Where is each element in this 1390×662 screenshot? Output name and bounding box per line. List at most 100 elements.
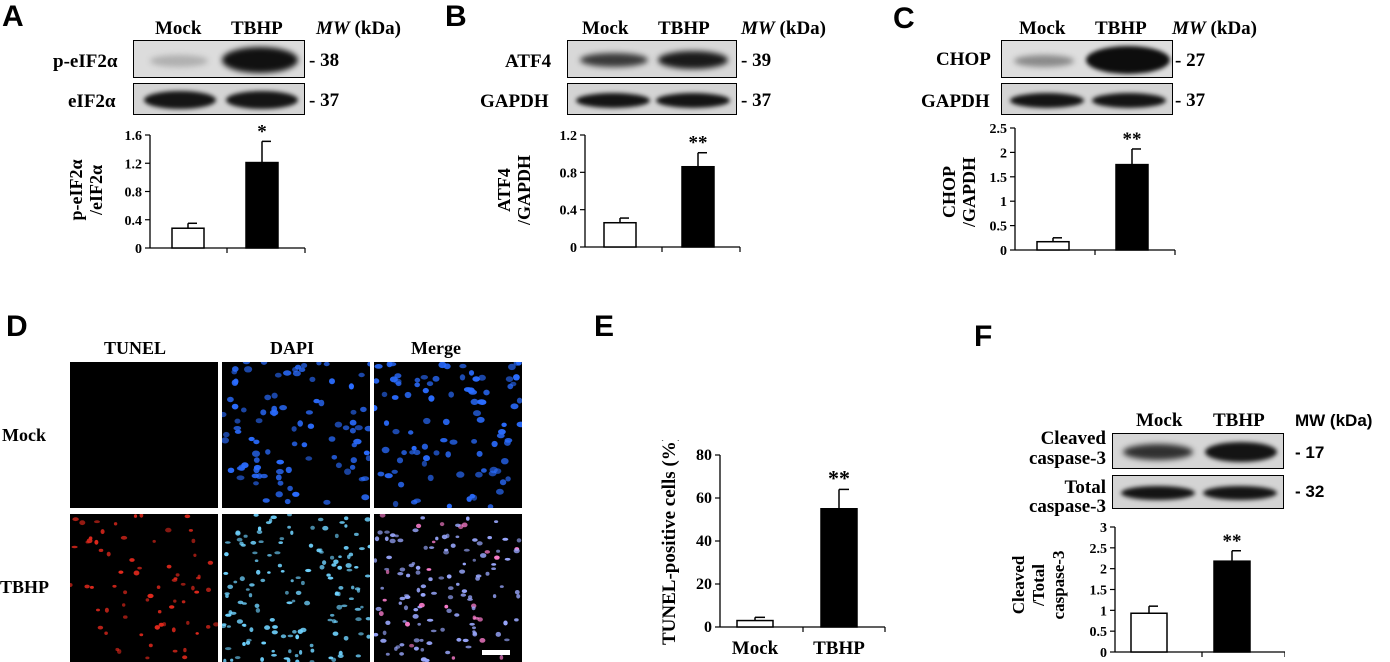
cell-nucleus	[468, 595, 473, 599]
cell-nucleus	[258, 540, 264, 543]
cell-nucleus	[255, 608, 261, 613]
cell-nucleus	[112, 584, 117, 588]
cell-nucleus	[233, 580, 238, 584]
cell-nucleus	[466, 516, 470, 521]
cell-nucleus	[322, 525, 329, 531]
cell-nucleus	[251, 473, 259, 479]
cell-nucleus	[459, 363, 467, 369]
cell-nucleus	[223, 658, 227, 662]
cell-nucleus	[494, 520, 499, 523]
y-tick-label: 0	[704, 619, 712, 636]
cell-nucleus	[270, 515, 277, 520]
cell-nucleus	[261, 641, 267, 645]
y-tick-label: 2	[1100, 563, 1107, 578]
cell-nucleus	[411, 445, 417, 451]
cell-nucleus	[79, 520, 86, 526]
cell-nucleus	[508, 363, 516, 371]
y-tick-label: 60	[696, 490, 712, 507]
cell-nucleus	[271, 649, 275, 653]
cell-nucleus	[195, 632, 199, 635]
significance-marker: **	[1223, 531, 1242, 552]
cell-nucleus	[173, 577, 178, 580]
cell-nucleus	[188, 529, 193, 532]
cell-nucleus	[487, 504, 494, 508]
cell-nucleus	[272, 625, 278, 629]
y-tick-label: 0.8	[125, 186, 143, 201]
cell-nucleus	[448, 391, 454, 398]
cell-nucleus	[246, 638, 252, 642]
cell-nucleus	[260, 657, 264, 662]
cell-nucleus	[222, 623, 227, 626]
cell-nucleus	[510, 381, 517, 387]
cell-nucleus	[233, 378, 239, 385]
cell-nucleus	[491, 440, 498, 448]
cell-nucleus	[295, 576, 301, 579]
blot-label-cleaved-caspase-3-line2: caspase-3	[1028, 448, 1106, 469]
cell-nucleus	[236, 619, 243, 624]
cell-nucleus	[351, 442, 357, 448]
cell-nucleus	[363, 450, 370, 456]
cell-nucleus	[392, 500, 399, 508]
cell-nucleus	[364, 574, 370, 578]
cell-nucleus	[237, 600, 244, 605]
cell-nucleus	[181, 600, 186, 604]
cell-nucleus	[354, 532, 359, 536]
cell-nucleus	[408, 563, 415, 568]
cell-nucleus	[271, 630, 278, 635]
cell-nucleus	[118, 570, 124, 574]
y-tick-label: 0.8	[560, 166, 578, 181]
mw-title: MW (kDa)	[316, 18, 401, 39]
cell-nucleus	[494, 555, 500, 560]
bar-tbhp	[245, 161, 279, 249]
cell-nucleus	[206, 587, 211, 592]
bar-mock	[171, 227, 205, 249]
cell-nucleus	[257, 526, 262, 531]
cell-nucleus	[401, 450, 407, 456]
cell-nucleus	[365, 617, 370, 621]
cell-nucleus	[472, 630, 476, 633]
mw-marker: - 39	[741, 50, 772, 71]
cell-nucleus	[253, 481, 259, 486]
cell-nucleus	[391, 395, 399, 400]
cell-nucleus	[316, 362, 322, 366]
cell-nucleus	[429, 546, 435, 549]
cell-nucleus	[343, 636, 349, 641]
cell-nucleus	[483, 389, 490, 396]
cell-nucleus	[113, 522, 118, 526]
cell-nucleus	[377, 530, 383, 535]
cell-nucleus	[122, 603, 126, 607]
y-tick-label: 1.5	[990, 171, 1008, 186]
cell-nucleus	[450, 543, 456, 548]
cell-nucleus	[456, 637, 462, 642]
cell-nucleus	[269, 409, 279, 416]
cell-nucleus	[224, 552, 229, 557]
cell-nucleus	[438, 362, 447, 369]
cell-nucleus	[137, 566, 142, 570]
panel-label-a: A	[2, 0, 24, 33]
cell-nucleus	[405, 621, 410, 627]
cell-nucleus	[70, 583, 73, 587]
cell-nucleus	[173, 599, 177, 603]
bar-chart-f: Cleaved /Total caspase-3 0 0.5 1 1.5 2 2.5 3 **	[1009, 521, 1285, 661]
cell-nucleus	[410, 499, 418, 505]
cell-nucleus	[391, 469, 398, 474]
cell-nucleus	[242, 362, 250, 365]
cell-nucleus	[241, 407, 247, 413]
cell-nucleus	[472, 376, 480, 382]
cell-nucleus	[367, 362, 370, 367]
cell-nucleus	[133, 570, 140, 576]
cell-nucleus	[262, 498, 270, 503]
cell-nucleus	[377, 471, 385, 477]
cell-nucleus	[120, 535, 128, 540]
cell-nucleus	[184, 514, 191, 519]
cell-nucleus	[294, 654, 299, 658]
cell-nucleus	[416, 523, 422, 529]
cell-nucleus	[445, 533, 450, 539]
cell-nucleus	[456, 471, 465, 478]
cell-nucleus	[327, 618, 333, 622]
cell-nucleus	[459, 374, 466, 381]
cell-nucleus	[260, 473, 268, 479]
blot-label-gapdh: GAPDH	[921, 91, 990, 112]
cell-nucleus	[455, 523, 461, 527]
cell-nucleus	[336, 604, 343, 610]
